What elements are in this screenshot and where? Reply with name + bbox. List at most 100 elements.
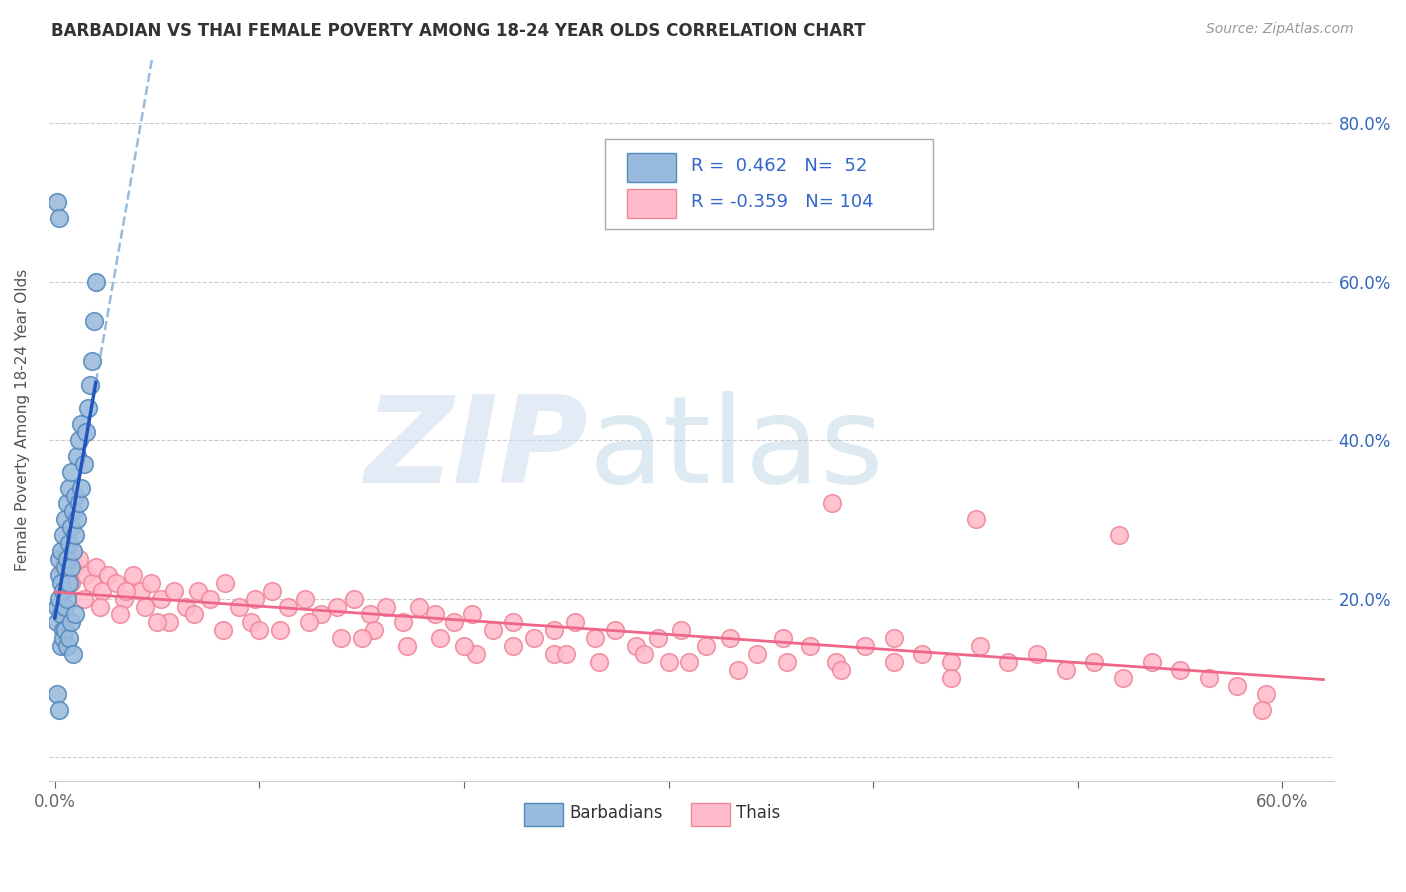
Point xyxy=(62,544,84,558)
Point xyxy=(48,211,70,226)
Point xyxy=(91,583,114,598)
Point xyxy=(1198,671,1220,685)
Point xyxy=(58,631,80,645)
Point xyxy=(56,544,79,558)
Point xyxy=(1108,528,1130,542)
Point xyxy=(249,624,271,638)
Point xyxy=(481,624,503,638)
Point xyxy=(391,615,413,630)
Point xyxy=(69,433,91,447)
Point xyxy=(105,575,128,590)
Point xyxy=(240,615,263,630)
Point xyxy=(62,647,84,661)
Point xyxy=(134,599,156,614)
Point xyxy=(330,631,353,645)
Point xyxy=(245,591,267,606)
Point xyxy=(429,631,451,645)
Point xyxy=(48,567,70,582)
Point xyxy=(1054,663,1077,677)
Point xyxy=(58,575,80,590)
Point xyxy=(60,575,83,590)
Point xyxy=(70,417,93,432)
Point xyxy=(883,631,905,645)
Point xyxy=(821,496,844,510)
Point xyxy=(56,639,79,653)
Point xyxy=(66,449,89,463)
Point xyxy=(162,583,184,598)
Point xyxy=(56,591,79,606)
Point xyxy=(363,624,385,638)
Point xyxy=(80,353,103,368)
Point xyxy=(52,583,75,598)
Text: Thais: Thais xyxy=(737,804,780,822)
Point xyxy=(52,528,75,542)
Point xyxy=(695,639,717,653)
Bar xyxy=(524,803,562,826)
Text: R = -0.359   N= 104: R = -0.359 N= 104 xyxy=(692,194,873,211)
Point xyxy=(294,591,316,606)
Text: Barbadians: Barbadians xyxy=(569,804,662,822)
Point xyxy=(52,624,75,638)
Point xyxy=(115,583,138,598)
Point xyxy=(53,624,76,638)
Point xyxy=(139,575,162,590)
Point xyxy=(1112,671,1135,685)
Point xyxy=(97,567,120,582)
Point xyxy=(114,591,136,606)
Point xyxy=(375,599,398,614)
Text: R =  0.462   N=  52: R = 0.462 N= 52 xyxy=(692,157,868,175)
Point xyxy=(56,575,79,590)
Point xyxy=(56,552,79,566)
Point xyxy=(776,655,799,669)
Point xyxy=(75,567,97,582)
Point xyxy=(48,591,70,606)
Point xyxy=(159,615,181,630)
Point xyxy=(624,639,647,653)
Point xyxy=(1026,647,1049,661)
Point xyxy=(965,512,987,526)
Point xyxy=(1083,655,1105,669)
Point xyxy=(52,631,75,645)
Point xyxy=(65,560,87,574)
Point xyxy=(678,655,700,669)
Point xyxy=(772,631,794,645)
Point xyxy=(342,591,364,606)
Point xyxy=(277,599,299,614)
FancyBboxPatch shape xyxy=(605,139,932,229)
Point xyxy=(350,631,373,645)
Point xyxy=(52,560,75,574)
Point xyxy=(395,639,418,653)
Point xyxy=(66,512,89,526)
Point xyxy=(718,631,741,645)
Bar xyxy=(692,803,730,826)
Point xyxy=(69,496,91,510)
Point xyxy=(110,607,132,622)
Text: ZIP: ZIP xyxy=(364,391,588,508)
Point xyxy=(65,489,87,503)
Point xyxy=(669,624,692,638)
Text: Source: ZipAtlas.com: Source: ZipAtlas.com xyxy=(1206,22,1354,37)
Point xyxy=(200,591,222,606)
Point xyxy=(830,663,852,677)
Point xyxy=(174,599,197,614)
Point xyxy=(633,647,655,661)
Point xyxy=(543,647,565,661)
Point xyxy=(564,615,586,630)
Point xyxy=(825,655,848,669)
Point xyxy=(49,639,72,653)
Point xyxy=(269,624,291,638)
Point xyxy=(939,671,962,685)
Point xyxy=(555,647,578,661)
Point xyxy=(543,624,565,638)
Point xyxy=(65,528,87,542)
Point xyxy=(76,401,98,416)
Point xyxy=(523,631,546,645)
Point xyxy=(1226,679,1249,693)
Point xyxy=(60,560,83,574)
Point xyxy=(72,457,94,471)
Point xyxy=(45,599,67,614)
Point xyxy=(911,647,934,661)
Point xyxy=(297,615,319,630)
Point xyxy=(425,607,447,622)
Point xyxy=(53,560,76,574)
